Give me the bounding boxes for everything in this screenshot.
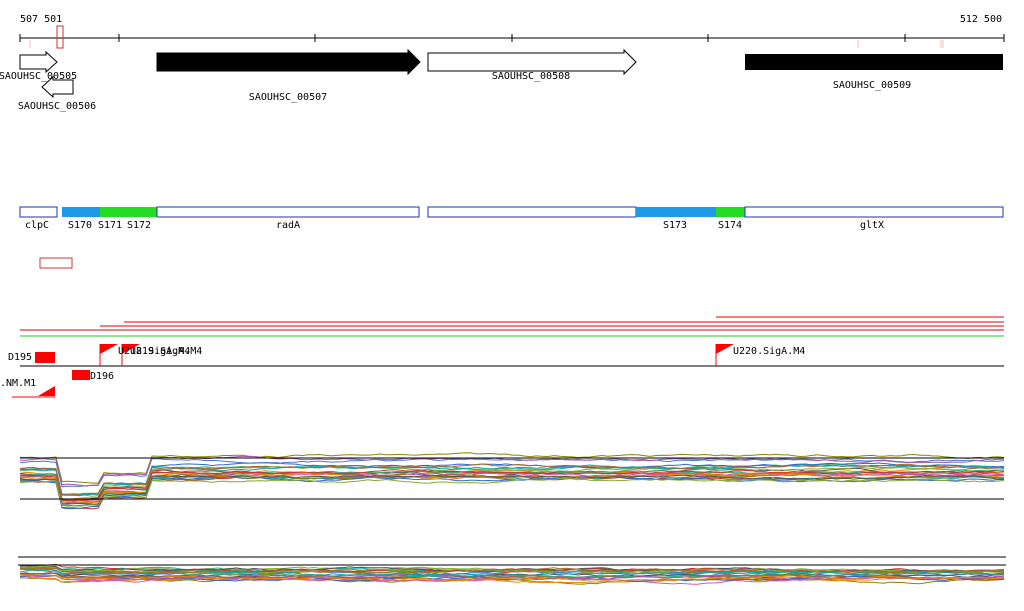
segment-label: S170 [68, 220, 92, 231]
trace [19, 567, 1005, 574]
trace [19, 477, 1005, 507]
segment-label: clpC [25, 220, 49, 231]
gene-label: SAOUHSC_00507 [249, 92, 327, 103]
expression-traces [18, 452, 1006, 585]
labels: SAOUHSC_00505 SAOUHSC_00506 SAOUHSC_00507 S… [0, 71, 911, 389]
trace [19, 574, 1005, 581]
ruler-ticks [19, 34, 1005, 42]
feature-label: D195 [8, 352, 32, 363]
segment-label: radA [276, 220, 300, 231]
gene-label: SAOUHSC_00506 [18, 101, 96, 112]
feature-label: U220.SigA.M4 [733, 346, 805, 357]
gene-arrow [19, 50, 58, 74]
gene-label: SAOUHSC_00505 [0, 71, 77, 82]
ruler-start: 507 501 [20, 14, 62, 25]
trace [19, 569, 1005, 578]
marker-box [39, 257, 73, 269]
gene-arrow [427, 48, 637, 76]
gene-label: SAOUHSC_00508 [492, 71, 570, 82]
ruler-highlights [29, 40, 944, 48]
trace [19, 463, 1005, 495]
ruler-marker [56, 25, 64, 49]
feature-label: .NM.M1 [0, 378, 36, 389]
segment-track [19, 206, 1004, 218]
feature-label: U219.SigA.M4 [130, 346, 202, 357]
trace [19, 452, 1005, 484]
gene-arrow [745, 54, 1003, 70]
feature-marks [12, 344, 734, 398]
coverage-lines [20, 316, 1004, 367]
segment-label: gltX [860, 220, 884, 231]
segment-label: S172 [127, 220, 151, 231]
segment-label: S173 [663, 220, 687, 231]
gene-arrow [41, 75, 74, 99]
trace [19, 469, 1005, 502]
trace [19, 474, 1004, 506]
gene-arrow [156, 48, 421, 76]
feature-label: D196 [90, 371, 114, 382]
segment-label: S171 [98, 220, 122, 231]
feature-label: U218.SigA.M4 [118, 346, 190, 357]
trace [19, 467, 1005, 502]
trace [20, 470, 1005, 502]
ruler-end: 512 500 [960, 14, 1002, 25]
segment-label: S174 [718, 220, 742, 231]
gene-label: SAOUHSC_00509 [833, 80, 911, 91]
trace [19, 472, 1005, 505]
trace [19, 573, 1005, 581]
